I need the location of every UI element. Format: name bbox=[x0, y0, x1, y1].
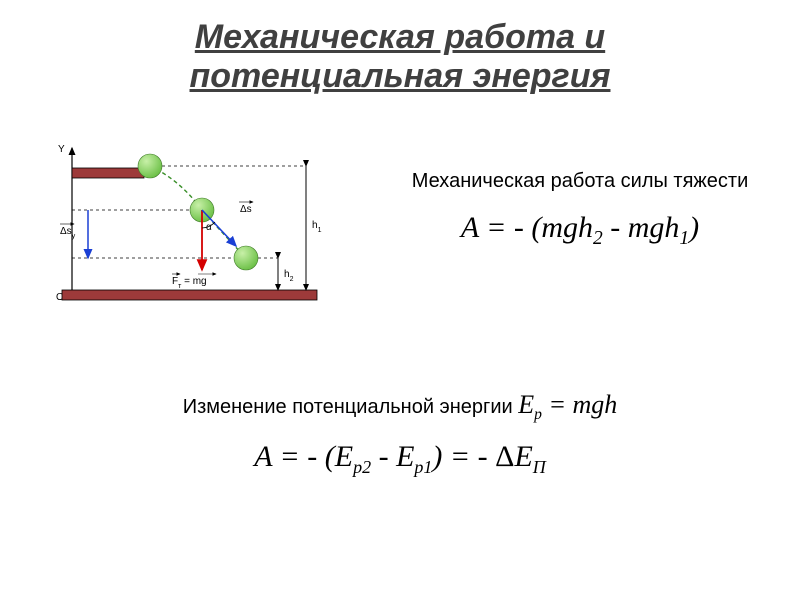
svg-text:Fт = mg: Fт = mg bbox=[172, 276, 207, 290]
svg-text:h2: h2 bbox=[284, 269, 294, 283]
title-line-2: потенциальная энергия bbox=[0, 57, 800, 96]
diagram-svg: YOΔsyΔsαFт = mgh1h2 bbox=[30, 140, 350, 320]
svg-text:α: α bbox=[206, 222, 212, 233]
pe-inline-formula: Ep = mgh bbox=[518, 390, 617, 419]
pe-caption: Изменение потенциальной энергии bbox=[183, 396, 519, 418]
svg-text:h1: h1 bbox=[312, 220, 322, 234]
potential-energy-block: Изменение потенциальной энергии Ep = mgh bbox=[0, 390, 800, 424]
svg-text:Δsy: Δsy bbox=[60, 226, 76, 240]
gravity-work-formula: A = - (mgh2 - mgh1) bbox=[370, 211, 790, 250]
title-line-1: Механическая работа и bbox=[0, 18, 800, 57]
physics-diagram: YOΔsyΔsαFт = mgh1h2 bbox=[30, 140, 350, 320]
page-title: Механическая работа и потенциальная энер… bbox=[0, 0, 800, 96]
gravity-work-caption: Механическая работа силы тяжести bbox=[370, 170, 790, 193]
svg-text:Δs: Δs bbox=[240, 204, 252, 215]
work-pe-relation-formula: A = - (Ep2 - Ep1) = - ΔEП bbox=[0, 440, 800, 478]
gravity-work-block: Механическая работа силы тяжести A = - (… bbox=[370, 170, 790, 250]
svg-text:Y: Y bbox=[58, 144, 65, 155]
